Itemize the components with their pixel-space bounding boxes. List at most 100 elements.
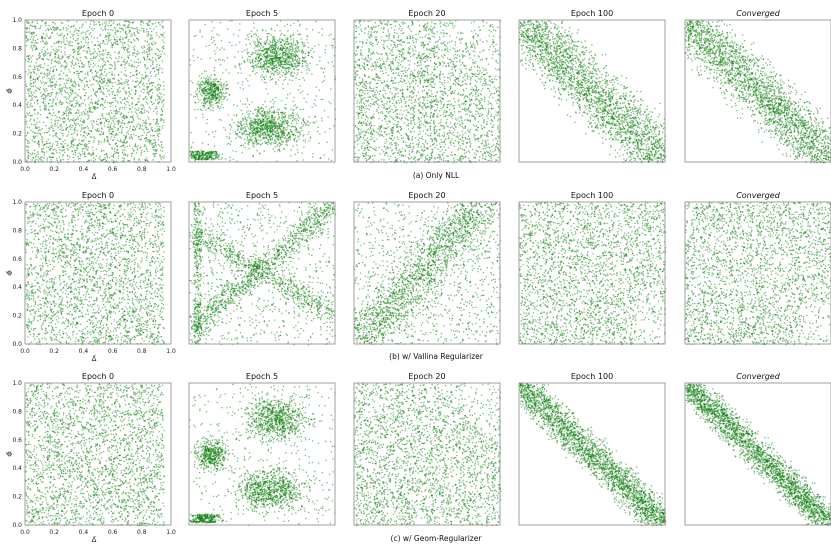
scatter-point [114,115,116,117]
scatter-point [214,74,216,76]
scatter-point [140,152,142,154]
scatter-point [67,134,69,136]
scatter-point [45,105,47,107]
scatter-point [285,53,287,55]
scatter-point [54,53,56,55]
scatter-point [303,134,305,136]
scatter-point [133,149,135,151]
scatter-point [152,63,154,65]
scatter-point [36,87,38,89]
scatter-point [62,118,64,120]
scatter-point [117,61,119,63]
scatter-point [145,134,148,136]
scatter-point [290,54,293,56]
scatter-point [205,70,207,73]
scatter-point [84,156,86,158]
scatter-point [80,32,82,34]
scatter-point [51,85,53,87]
scatter-point [239,131,241,134]
scatter-point [46,142,48,145]
scatter-point [244,116,246,118]
scatter-point [216,78,218,80]
scatter-point [280,125,282,128]
scatter-point [280,61,282,64]
scatter-point [30,61,33,63]
scatter-point [256,150,258,152]
scatter-point [264,60,266,62]
scatter-point [242,118,244,120]
scatter-point [107,53,109,56]
scatter-point [236,105,238,107]
scatter-point [65,112,68,114]
scatter-point [201,36,204,38]
scatter-point [277,149,279,151]
scatter-point [45,41,48,43]
scatter-point [247,36,249,38]
scatter-point [138,81,140,84]
scatter-point [196,154,198,156]
scatter-point [71,126,73,129]
scatter-point [198,83,200,85]
scatter-point [149,28,151,30]
scatter-point [162,125,164,127]
scatter-point [51,105,53,107]
scatter-point [49,128,51,130]
scatter-point [107,37,110,40]
scatter-point [102,57,104,59]
scatter-point [292,145,294,147]
scatter-point [198,75,200,77]
scatter-point [126,141,128,143]
scatter-point [329,128,331,130]
scatter-point [215,59,217,62]
scatter-point [209,156,212,158]
scatter-point [102,131,104,134]
scatter-point [60,132,63,134]
scatter-point [304,52,306,55]
scatter-point [222,87,224,89]
scatter-point [271,78,273,81]
scatter-point [210,83,213,85]
scatter-point [246,106,248,108]
scatter-point [271,138,273,140]
scatter-point [285,128,287,131]
scatter-point [61,58,63,60]
scatter-point [297,64,299,67]
scatter-point [61,143,63,145]
scatter-point [33,95,35,98]
scatter-point [273,119,275,121]
scatter-point [127,84,129,86]
scatter-point [274,43,276,45]
scatter-point [108,89,110,91]
scatter-point [286,40,288,43]
scatter-point [43,131,46,134]
scatter-point [83,139,85,141]
scatter-point [284,136,286,138]
scatter-point [74,152,77,154]
scatter-point [220,158,222,160]
scatter-point [36,73,38,75]
scatter-point [304,60,306,62]
scatter-point [196,93,198,95]
scatter-point [155,58,157,60]
scatter-point [33,32,35,34]
scatter-point [146,68,148,70]
scatter-point [112,44,114,46]
scatter-point [262,136,264,138]
scatter-point [66,20,68,22]
scatter-point [135,37,138,39]
scatter-point [142,88,144,90]
scatter-point [255,131,257,133]
scatter-point [251,59,253,61]
scatter-point [70,124,72,126]
scatter-point [262,49,264,51]
scatter-point [149,108,152,110]
scatter-point [66,115,68,117]
scatter-point [122,88,124,90]
scatter-point [211,30,213,32]
scatter-point [107,41,109,43]
scatter-point [282,128,284,130]
scatter-point [70,142,72,144]
scatter-point [107,29,109,31]
scatter-point [36,135,38,137]
scatter-point [239,87,241,89]
